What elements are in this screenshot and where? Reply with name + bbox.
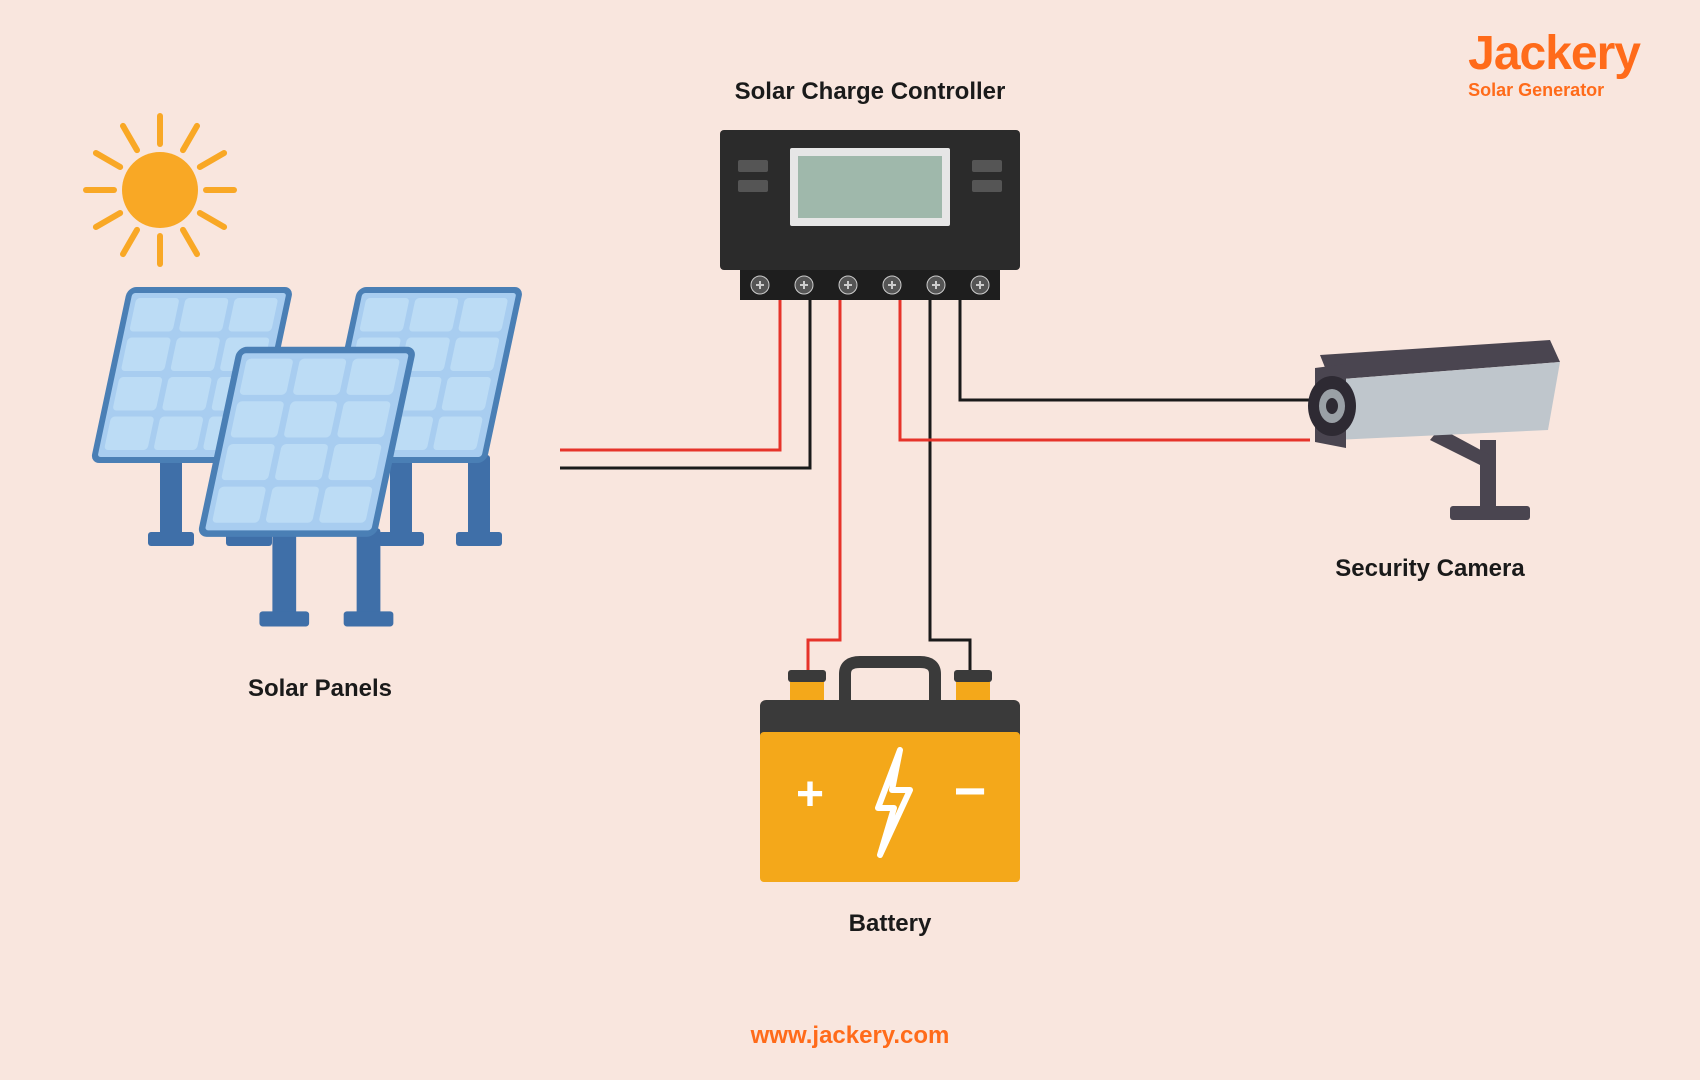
svg-text:−: − <box>954 759 987 822</box>
brand-logo-sub: Solar Generator <box>1468 80 1640 101</box>
battery-label: Battery <box>800 910 980 938</box>
charge-controller-icon <box>720 130 1020 310</box>
battery-icon: +− <box>750 640 1030 900</box>
panels-label: Solar Panels <box>200 675 440 703</box>
brand-logo: Jackery Solar Generator <box>1468 30 1640 101</box>
solar-panels-icon <box>70 280 590 660</box>
security-camera-icon <box>1280 320 1600 560</box>
brand-logo-main: Jackery <box>1468 30 1640 78</box>
controller-label: Solar Charge Controller <box>720 78 1020 106</box>
camera-label: Security Camera <box>1300 555 1560 583</box>
sun-icon <box>80 110 240 270</box>
svg-text:+: + <box>796 768 824 821</box>
website-url: www.jackery.com <box>751 1022 950 1050</box>
